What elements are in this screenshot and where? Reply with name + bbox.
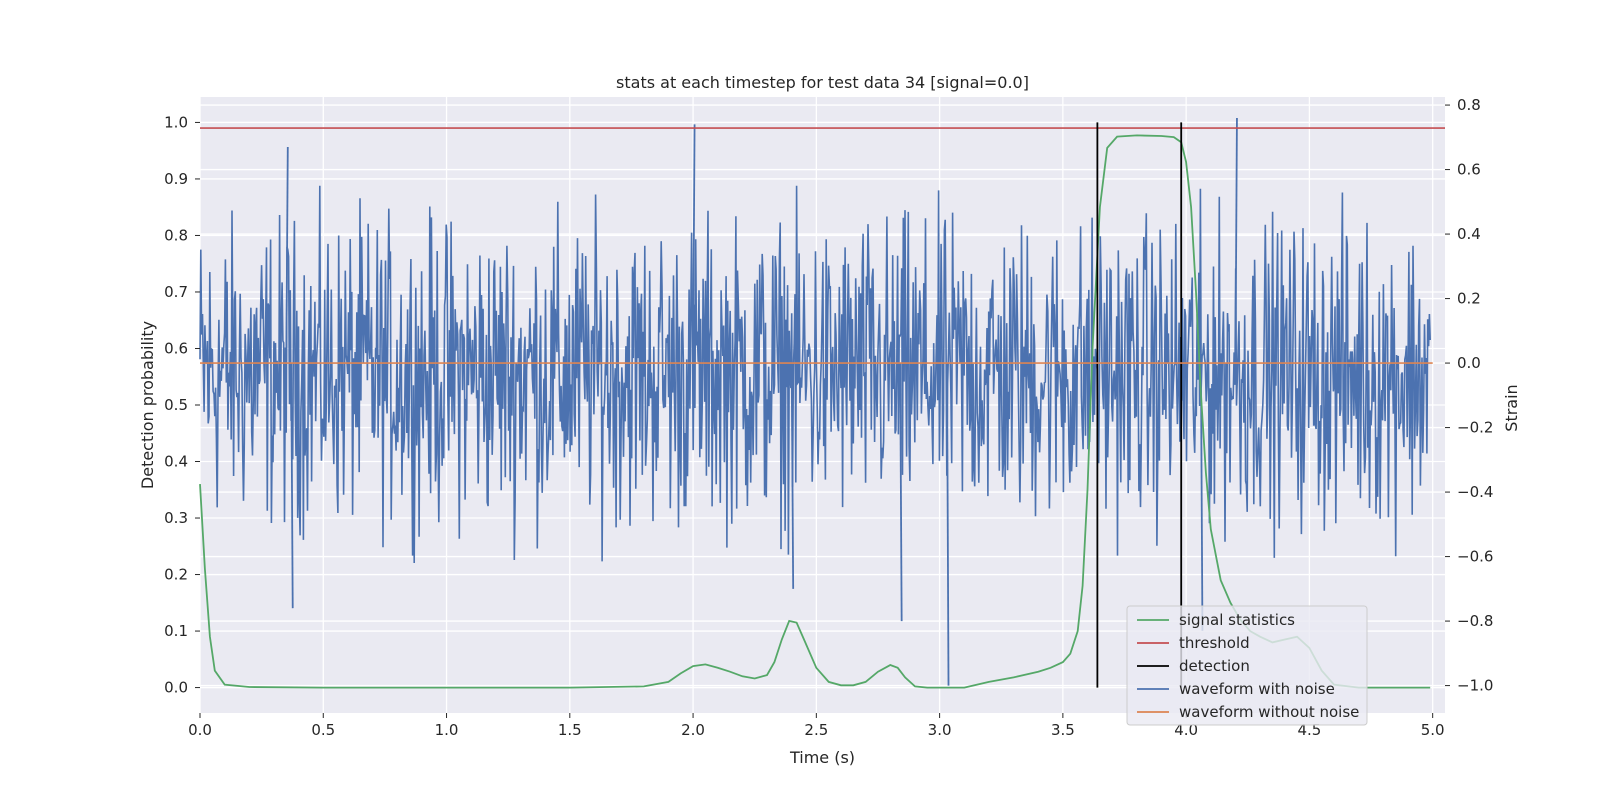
y-tick-label: 0.5 [164, 396, 188, 414]
legend: signal statistics threshold detection wavef… [1126, 605, 1368, 726]
y2-tick-label: 0.6 [1457, 161, 1481, 179]
series-waveform-with-noise [199, 185, 1431, 564]
waveform-spike [899, 363, 903, 622]
y2-tick-label: −1.0 [1457, 677, 1493, 695]
legend-label: waveform without noise [1179, 703, 1359, 721]
x-tick-label: 0.5 [311, 721, 335, 739]
waveform-spike [692, 124, 696, 364]
y2-tick-label: −0.8 [1457, 612, 1493, 630]
waveform-spike [290, 363, 294, 609]
legend-box [1126, 605, 1368, 726]
chart-title: stats at each timestep for test data 34 … [616, 73, 1029, 92]
series-layer [199, 122, 1445, 689]
y2-tick-label: 0.4 [1457, 225, 1481, 243]
legend-label: waveform with noise [1179, 680, 1335, 698]
y-tick-label: 0.8 [164, 226, 188, 244]
legend-label: signal statistics [1179, 611, 1295, 629]
y2-tick-label: −0.4 [1457, 483, 1493, 501]
y-tick-label: 0.3 [164, 509, 188, 527]
legend-label: detection [1179, 657, 1250, 675]
x-tick-label: 3.5 [1051, 721, 1075, 739]
waveform-spike [946, 363, 950, 686]
legend-label: threshold [1179, 634, 1250, 652]
y-tick-label: 0.9 [164, 170, 188, 188]
y-tick-label: 0.6 [164, 339, 188, 357]
y2-tick-label: −0.2 [1457, 419, 1493, 437]
y-tick-label: 0.2 [164, 566, 188, 584]
x-tick-label: 1.5 [558, 721, 582, 739]
noise-layer [199, 117, 1431, 686]
x-axis-label: Time (s) [789, 748, 855, 767]
y2-tick-label: 0.0 [1457, 354, 1481, 372]
y2-axis-label: Strain [1502, 384, 1521, 431]
x-tick-label: 1.0 [435, 721, 459, 739]
y-tick-label: 0.7 [164, 283, 188, 301]
y-tick-label: 0.0 [164, 679, 188, 697]
y2-tick-label: 0.8 [1457, 96, 1481, 114]
x-tick-label: 2.0 [681, 721, 705, 739]
x-tick-label: 0.0 [188, 721, 212, 739]
x-tick-label: 2.5 [804, 721, 828, 739]
y-tick-label: 0.1 [164, 622, 188, 640]
y2-tick-label: −0.6 [1457, 548, 1493, 566]
series-signal-statistics [199, 134, 1431, 689]
y-tick-label: 1.0 [164, 113, 188, 131]
waveform-spike [790, 363, 795, 589]
waveform-spike [285, 146, 289, 364]
y-tick-label: 0.4 [164, 453, 188, 471]
y2-tick-label: 0.2 [1457, 290, 1481, 308]
x-tick-label: 3.0 [928, 721, 952, 739]
y-axis-label: Detection probability [138, 321, 157, 489]
waveform-spike [1234, 117, 1238, 364]
x-tick-label: 5.0 [1421, 721, 1445, 739]
